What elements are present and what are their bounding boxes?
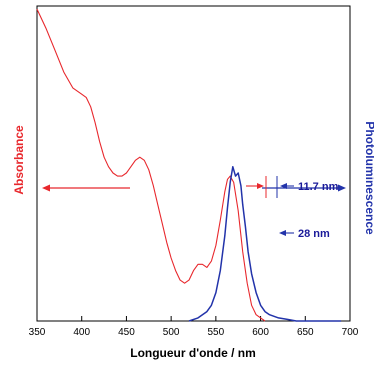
stokes-shift-label: 11.7 nm (298, 181, 339, 193)
right-axis-label: Photoluminescence (363, 121, 374, 235)
x-ticks: 350 400 450 500 550 600 650 700 (29, 316, 359, 338)
series-group (36, 8, 342, 322)
right-axis-arrow (262, 184, 346, 192)
x-tick-label: 350 (29, 327, 46, 338)
absorbance-line (36, 8, 266, 322)
x-axis-label: Longueur d'onde / nm (130, 346, 256, 360)
left-axis-arrow (42, 184, 130, 192)
stokes-shift-marker (246, 176, 294, 198)
x-tick-label: 550 (208, 327, 225, 338)
fwhm-marker (279, 230, 294, 236)
x-tick-label: 600 (252, 327, 269, 338)
x-tick-label: 450 (118, 327, 135, 338)
x-tick-label: 400 (73, 327, 90, 338)
fwhm-label: 28 nm (298, 228, 330, 240)
plot-frame (36, 5, 351, 322)
x-tick-label: 700 (342, 327, 359, 338)
photoluminescence-line (188, 165, 342, 322)
x-tick-label: 650 (297, 327, 314, 338)
x-tick-label: 500 (163, 327, 180, 338)
left-axis-label: Absorbance (12, 125, 26, 195)
